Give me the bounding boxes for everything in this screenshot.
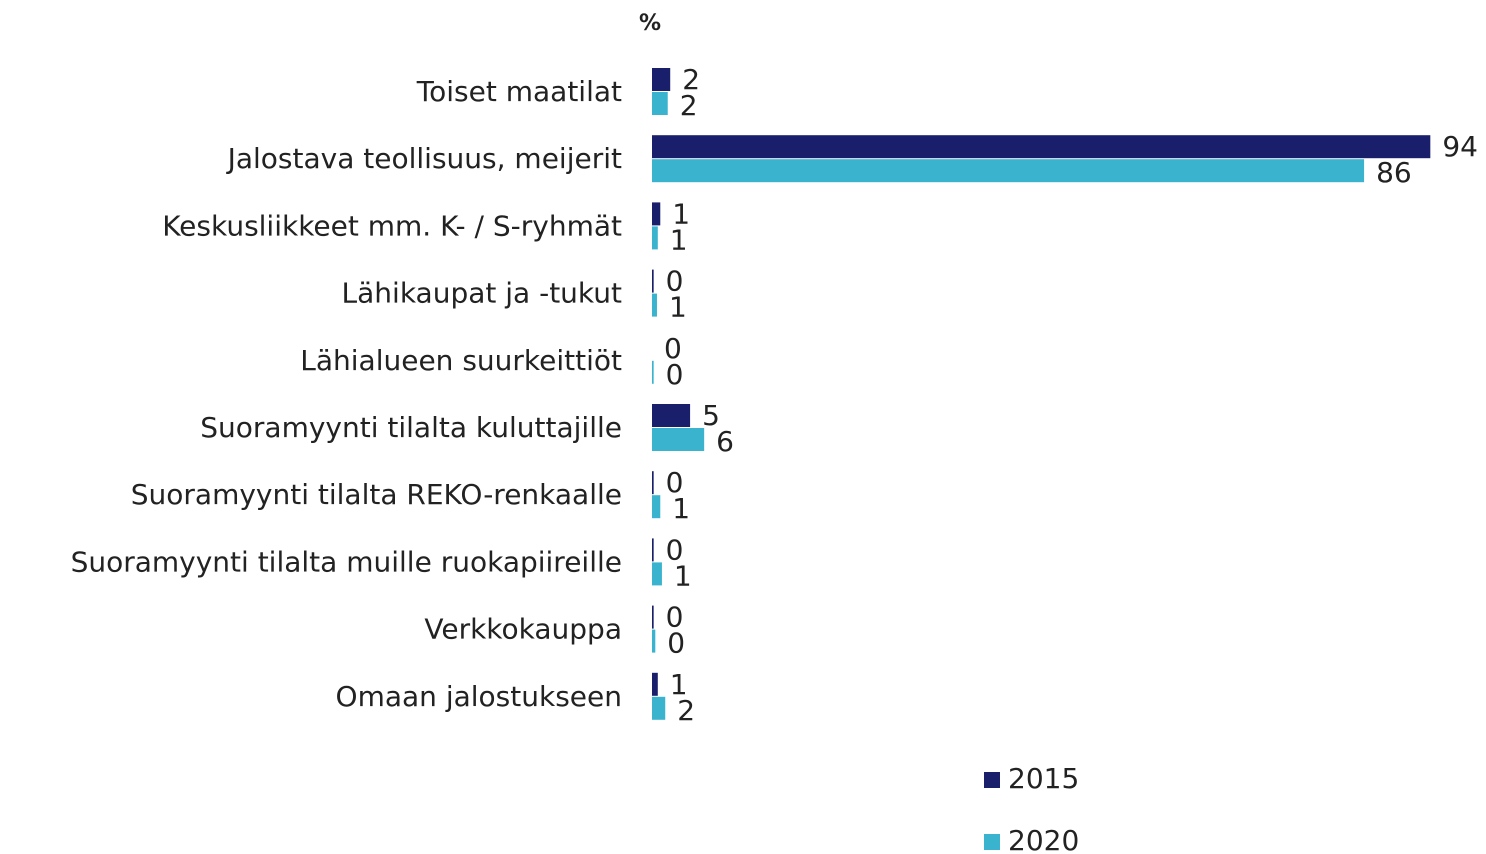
category-label: Keskusliikkeet mm. K- / S-ryhmät [162,209,622,242]
bar [652,360,654,384]
value-label: 2 [680,89,698,122]
bar [652,471,654,495]
category-label: Verkkokauppa [424,613,622,646]
bar [652,269,654,293]
category-label: Toiset maatilat [416,75,622,108]
value-label: 0 [666,466,684,499]
value-label: 2 [682,63,700,96]
bar [652,562,662,586]
bar [652,68,671,91]
legend-label: 2015 [1008,762,1079,795]
value-label: 1 [669,291,687,324]
category-label: Omaan jalostukseen [336,680,622,713]
value-label: 1 [672,197,690,230]
value-label: 0 [666,358,684,391]
legend-swatch [984,772,1000,788]
bar [652,92,668,115]
legend-label: 2020 [1008,824,1079,854]
value-label: 1 [672,492,690,525]
bar [652,135,1431,159]
bar [652,629,656,653]
bar [652,202,661,226]
value-label: 0 [666,265,684,298]
value-label: 86 [1376,156,1412,189]
bar [652,538,654,562]
value-label: 0 [666,533,684,566]
value-label: 5 [702,399,720,432]
bar [652,605,654,629]
bar [652,159,1365,183]
axis-label: % [639,11,661,36]
value-label: 0 [666,601,684,634]
bar [652,672,658,696]
bar [652,428,705,451]
legend-swatch [984,834,1000,850]
category-label: Jalostava teollisuus, meijerit [226,142,622,175]
value-label: 1 [670,668,688,701]
bar [652,495,661,519]
value-label: 94 [1442,130,1478,163]
category-label: Suoramyynti tilalta kuluttajille [200,411,622,444]
category-label: Lähialueen suurkeittiöt [300,344,622,377]
value-label: 1 [674,559,692,592]
value-label: 0 [664,332,682,365]
value-label: 0 [667,627,685,660]
category-label: Suoramyynti tilalta muille ruokapiireill… [71,545,622,578]
bar [652,293,657,317]
bar [652,404,691,427]
bar [652,696,666,720]
bar [652,226,658,250]
value-label: 6 [716,425,734,458]
value-label: 2 [677,694,695,727]
value-label: 1 [670,223,688,256]
category-label: Suoramyynti tilalta REKO-renkaalle [131,478,622,511]
category-label: Lähikaupat ja -tukut [342,277,622,310]
